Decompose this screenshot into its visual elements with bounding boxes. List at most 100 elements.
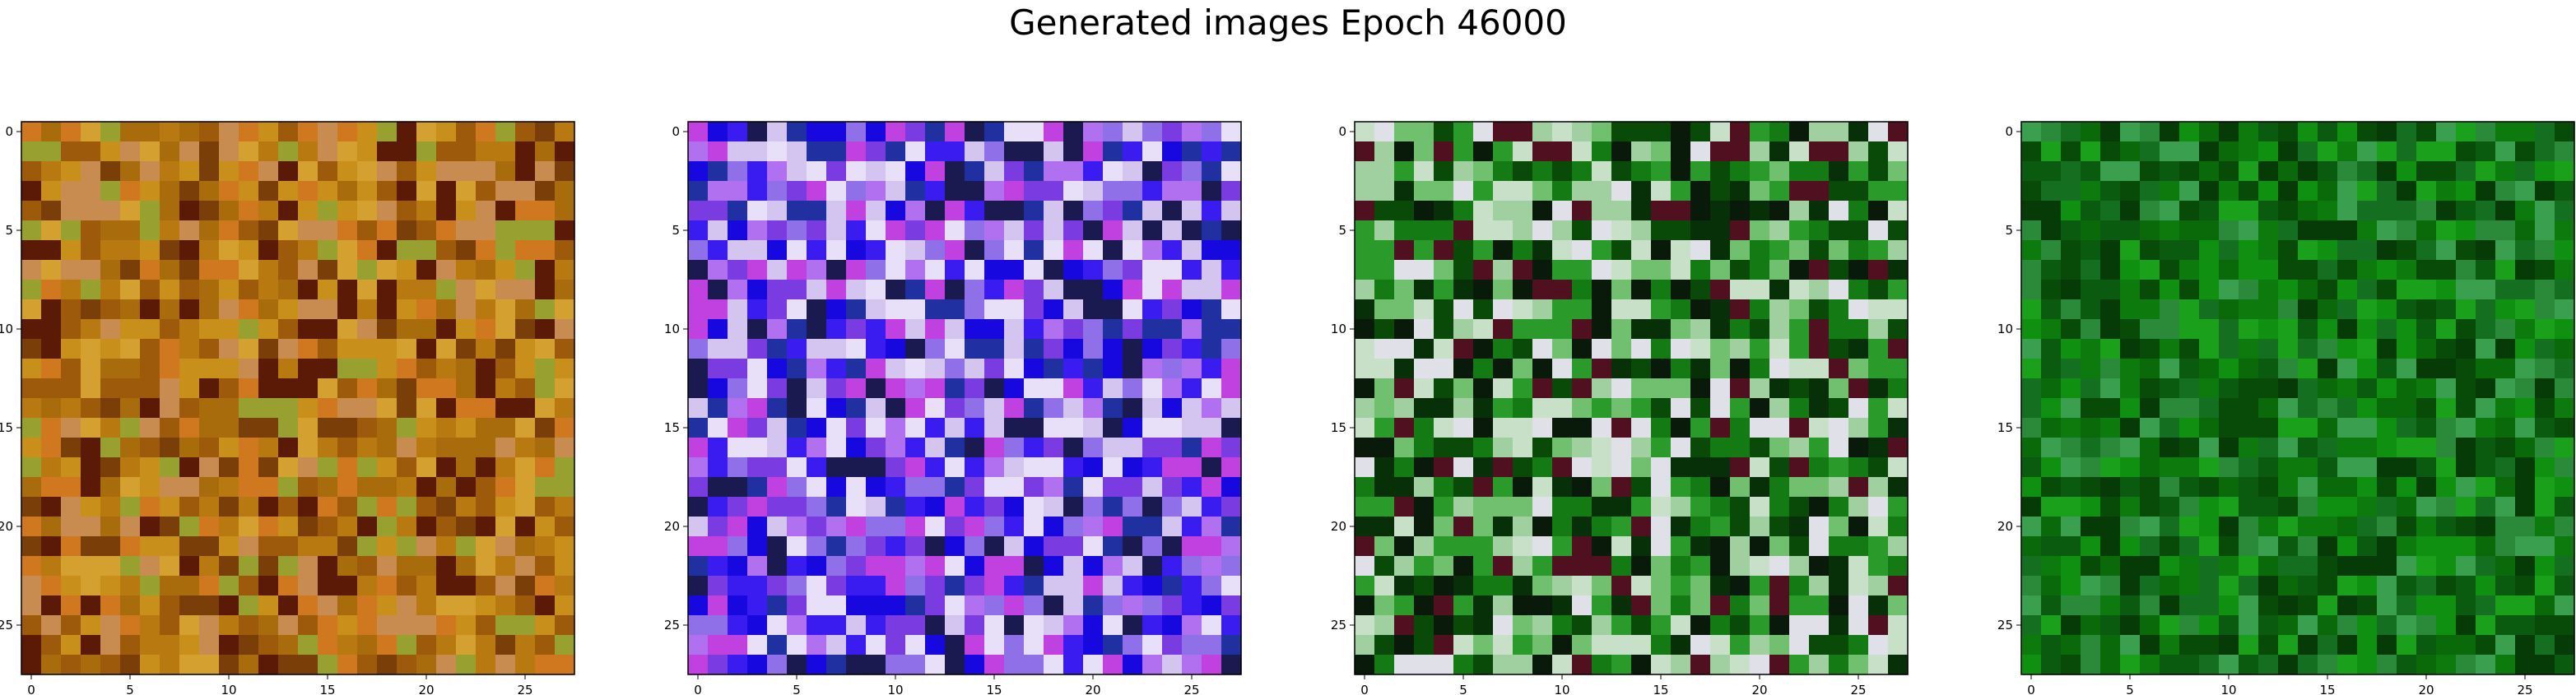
pixel-cell (456, 418, 477, 438)
pixel-cell (1809, 299, 1830, 320)
pixel-cell (787, 595, 807, 616)
pixel-cell (1453, 260, 1474, 280)
pixel-cell (2219, 595, 2239, 616)
pixel-cell (2456, 418, 2476, 438)
pixel-cell (1434, 615, 1454, 636)
pixel-cell (416, 635, 437, 656)
pixel-cell (767, 141, 788, 162)
pixel-cell (1142, 595, 1163, 616)
pixel-cell (515, 418, 536, 438)
pixel-cell (1374, 398, 1395, 419)
pixel-cell (945, 260, 965, 280)
pixel-cell (747, 536, 768, 557)
pixel-cell (1868, 615, 1889, 636)
pixel-cell (1809, 359, 1830, 379)
pixel-cell (1024, 299, 1044, 320)
pixel-cell (2278, 418, 2299, 438)
pixel-cell (495, 161, 516, 182)
pixel-cell (1374, 161, 1395, 182)
pixel-cell (905, 359, 926, 379)
pixel-cell (278, 517, 299, 537)
pixel-cell (1868, 418, 1889, 438)
pixel-cell (1453, 576, 1474, 596)
pixel-cell (2555, 477, 2575, 498)
pixel-cell (2179, 556, 2200, 577)
pixel-cell (1434, 556, 1454, 577)
pixel-cell (120, 220, 141, 241)
pixel-cell (1868, 319, 1889, 340)
pixel-cell (199, 477, 220, 498)
pixel-cell (555, 339, 575, 359)
pixel-cell (239, 438, 259, 458)
pixel-cell (1848, 556, 1869, 577)
pixel-cell (945, 141, 965, 162)
pixel-cell (1769, 280, 1790, 300)
pixel-cell (826, 655, 847, 675)
pixel-cell (1888, 576, 1909, 596)
pixel-cell (1690, 240, 1711, 261)
pixel-cell (1162, 477, 1183, 498)
pixel-cell (945, 497, 965, 517)
pixel-cell (2397, 122, 2417, 142)
pixel-cell (41, 576, 62, 596)
pixel-cell (140, 339, 160, 359)
pixel-cell (199, 359, 220, 379)
pixel-cell (515, 378, 536, 399)
pixel-cell (1434, 438, 1454, 458)
pixel-cell (1123, 517, 1143, 537)
pixel-cell (846, 201, 867, 221)
pixel-grid (688, 122, 1242, 675)
pixel-cell (1473, 536, 1494, 557)
pixel-cell (41, 359, 62, 379)
pixel-cell (21, 280, 42, 300)
pixel-cell (747, 477, 768, 498)
pixel-cell (2219, 299, 2239, 320)
pixel-cell (258, 260, 279, 280)
pixel-cell (747, 418, 768, 438)
pixel-cell (1162, 240, 1183, 261)
pixel-cell (1829, 418, 1849, 438)
pixel-cell (1710, 220, 1731, 241)
pixel-cell (2357, 240, 2378, 261)
pixel-cell (2179, 240, 2200, 261)
pixel-cell (1083, 438, 1104, 458)
pixel-cell (1789, 576, 1810, 596)
pixel-cell (1769, 220, 1790, 241)
pixel-cell (1221, 181, 1242, 202)
pixel-cell (1355, 378, 1375, 399)
pixel-cell (1394, 576, 1415, 596)
pixel-cell (456, 398, 477, 419)
pixel-cell (1493, 576, 1514, 596)
pixel-cell (1123, 497, 1143, 517)
pixel-cell (2061, 240, 2081, 261)
pixel-cell (61, 280, 81, 300)
pixel-cell (219, 576, 239, 596)
pixel-cell (2199, 339, 2220, 359)
pixel-cell (2377, 141, 2397, 162)
pixel-cell (1182, 299, 1202, 320)
pixel-cell (100, 201, 121, 221)
pixel-cell (1044, 418, 1064, 438)
pixel-cell (1182, 536, 1202, 557)
pixel-cell (258, 398, 279, 419)
pixel-cell (2377, 280, 2397, 300)
pixel-cell (2140, 635, 2160, 656)
image-panel-2: 0 5 10 15 20 25 0 5 10 15 20 25 (664, 121, 1242, 695)
pixel-cell (199, 457, 220, 478)
pixel-cell (100, 477, 121, 498)
pixel-cell (1103, 359, 1123, 379)
pixel-cell (2239, 299, 2259, 320)
pixel-cell (2357, 319, 2378, 340)
pixel-cell (886, 615, 906, 636)
pixel-cell (2476, 556, 2496, 577)
pixel-cell (2278, 122, 2299, 142)
pixel-cell (1848, 220, 1869, 241)
pixel-cell (2081, 359, 2101, 379)
pixel-cell (1809, 201, 1830, 221)
pixel-cell (2021, 201, 2042, 221)
pixel-cell (456, 497, 477, 517)
pixel-cell (515, 398, 536, 419)
pixel-cell (1690, 378, 1711, 399)
pixel-cell (846, 280, 867, 300)
pixel-cell (965, 319, 985, 340)
